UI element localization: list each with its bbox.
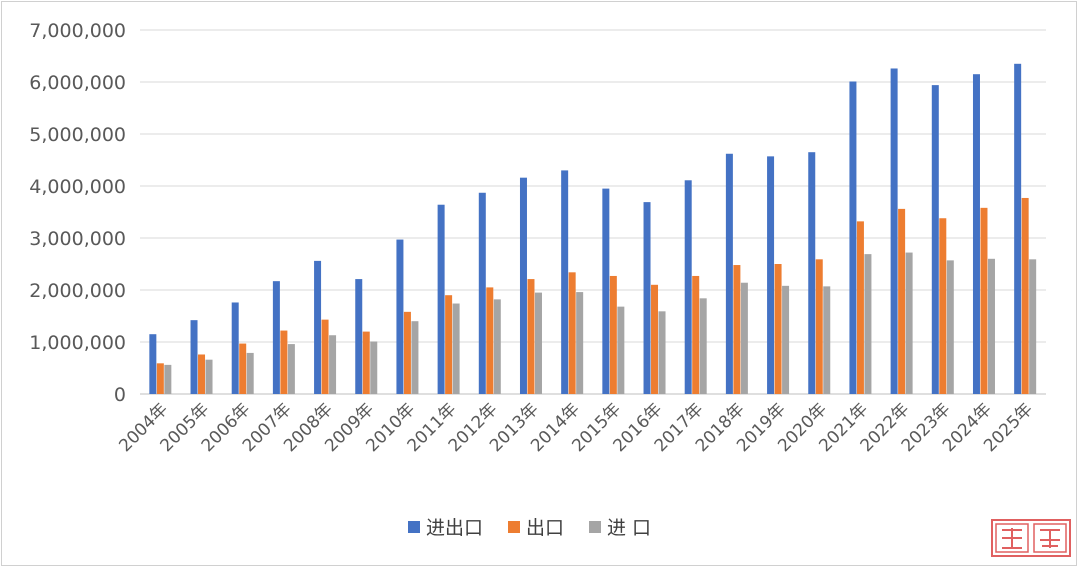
bar-进出口-2017年 xyxy=(684,180,692,394)
bar-出口-2016年 xyxy=(651,284,659,394)
bar-进口-2012年 xyxy=(493,299,501,394)
seal-stamp xyxy=(991,519,1071,557)
y-tick-label: 1,000,000 xyxy=(29,332,126,354)
bar-进口-2010年 xyxy=(411,321,419,394)
bar-出口-2005年 xyxy=(198,354,206,394)
bar-进口-2007年 xyxy=(287,344,295,394)
y-tick-label: 6,000,000 xyxy=(29,72,126,94)
y-tick-label: 7,000,000 xyxy=(29,20,126,42)
bar-进出口-2004年 xyxy=(149,334,157,394)
bar-进出口-2025年 xyxy=(1014,63,1022,395)
legend: 进出口 出口 进 口 xyxy=(408,517,651,539)
bar-进口-2013年 xyxy=(534,292,542,394)
legend-swatch xyxy=(589,521,601,533)
bar-进出口-2011年 xyxy=(437,204,445,394)
y-tick-label: 4,000,000 xyxy=(29,176,126,198)
y-tick-label: 3,000,000 xyxy=(29,228,126,250)
bar-出口-2018年 xyxy=(733,265,741,394)
bar-出口-2014年 xyxy=(568,272,576,394)
bar-出口-2008年 xyxy=(321,319,329,394)
bar-进出口-2007年 xyxy=(272,281,280,394)
bar-进口-2018年 xyxy=(740,282,748,394)
legend-swatch xyxy=(408,521,420,533)
bar-进口-2025年 xyxy=(1029,259,1037,394)
legend-label: 出口 xyxy=(526,517,564,539)
bar-出口-2007年 xyxy=(280,330,288,394)
bar-进口-2011年 xyxy=(452,303,460,394)
bar-出口-2015年 xyxy=(609,275,617,394)
bar-进出口-2009年 xyxy=(355,279,363,394)
bar-进口-2021年 xyxy=(864,254,872,394)
bar-出口-2024年 xyxy=(980,207,988,394)
bar-进出口-2014年 xyxy=(561,170,569,394)
bars xyxy=(149,63,1037,395)
bar-出口-2006年 xyxy=(239,343,247,394)
bar-进出口-2012年 xyxy=(478,192,486,394)
bar-进出口-2005年 xyxy=(190,320,198,394)
bar-进口-2014年 xyxy=(576,292,584,394)
bar-进口-2017年 xyxy=(699,298,707,394)
bar-进出口-2019年 xyxy=(767,156,775,394)
bar-进口-2005年 xyxy=(205,359,213,394)
bar-出口-2011年 xyxy=(445,295,453,394)
bar-出口-2010年 xyxy=(403,311,411,394)
bar-进口-2020年 xyxy=(823,286,831,394)
bar-出口-2013年 xyxy=(527,279,535,394)
x-axis: 2004年2005年2006年2007年2008年2009年2010年2011年… xyxy=(115,399,1037,456)
bar-出口-2021年 xyxy=(856,221,864,394)
legend-swatch xyxy=(508,521,520,533)
y-axis: 0 1,000,000 2,000,000 3,000,000 4,000,000 5,0… xyxy=(29,20,126,406)
bar-进出口-2024年 xyxy=(972,74,980,394)
bar-进出口-2015年 xyxy=(602,188,610,394)
bar-进口-2015年 xyxy=(617,306,625,394)
bar-进口-2008年 xyxy=(329,335,337,394)
y-tick-label: 0 xyxy=(114,384,126,406)
bar-进口-2019年 xyxy=(782,285,790,394)
y-tick-label: 5,000,000 xyxy=(29,124,126,146)
bar-进口-2024年 xyxy=(987,258,995,394)
bar-进口-2006年 xyxy=(246,352,254,394)
bar-进出口-2010年 xyxy=(396,239,404,394)
bar-出口-2004年 xyxy=(156,363,164,394)
y-tick-label: 2,000,000 xyxy=(29,280,126,302)
bar-进出口-2022年 xyxy=(890,68,898,394)
bar-进出口-2018年 xyxy=(725,153,733,394)
bar-出口-2025年 xyxy=(1021,197,1029,394)
bar-进口-2004年 xyxy=(164,364,172,394)
bar-出口-2017年 xyxy=(692,275,700,394)
bar-进出口-2020年 xyxy=(808,152,816,394)
bar-进出口-2013年 xyxy=(519,177,527,394)
bar-出口-2012年 xyxy=(486,287,494,394)
bar-进出口-2006年 xyxy=(231,302,239,394)
bar-进口-2016年 xyxy=(658,311,666,394)
bar-进口-2022年 xyxy=(905,252,913,394)
bar-出口-2022年 xyxy=(898,208,906,394)
bar-出口-2023年 xyxy=(939,218,947,394)
bar-进口-2023年 xyxy=(946,260,954,394)
bar-进出口-2023年 xyxy=(931,85,939,395)
legend-label: 进 口 xyxy=(607,517,651,539)
bar-出口-2020年 xyxy=(815,259,823,394)
bar-出口-2019年 xyxy=(774,264,782,394)
bar-进出口-2016年 xyxy=(643,202,651,394)
legend-label: 进出口 xyxy=(426,517,483,539)
bar-进出口-2008年 xyxy=(314,260,322,394)
bar-进口-2009年 xyxy=(370,341,378,394)
bar-出口-2009年 xyxy=(362,331,370,394)
bar-进出口-2021年 xyxy=(849,81,857,394)
